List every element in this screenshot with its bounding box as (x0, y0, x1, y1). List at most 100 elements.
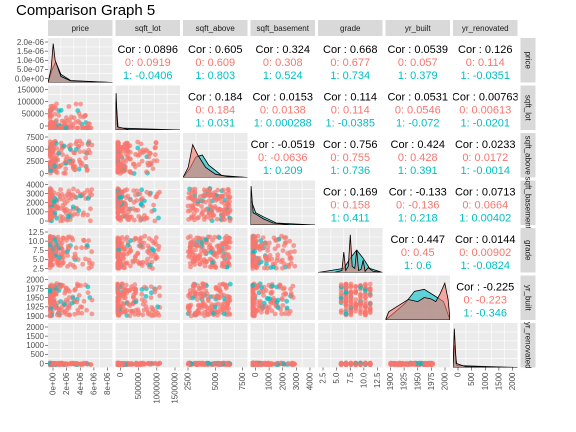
scatter-point (348, 289, 354, 295)
scatter-point (255, 245, 260, 250)
cor-group-1: 1: 0.379 (398, 70, 438, 82)
row-label-sqft_above: sqft_above (524, 136, 533, 176)
scatter-point (198, 294, 204, 300)
column-strip-sqft_basement (250, 20, 315, 36)
scatter-point (255, 361, 260, 367)
scatter-point (67, 160, 73, 166)
scatter-point (155, 304, 161, 310)
scatter-point (54, 101, 59, 107)
cor-group-0: 0: -0.223 (464, 295, 507, 307)
cor-group-1: 1: 0.6 (404, 260, 432, 272)
cor-overall: Cor : 0.424 (391, 139, 445, 151)
panel-yr_built-price (48, 275, 113, 320)
scatter-point (127, 169, 133, 175)
scatter-point (203, 237, 209, 242)
scatter-point (54, 170, 60, 176)
scatter-point (68, 360, 74, 366)
scatter-point (131, 259, 136, 265)
scatter-point (131, 217, 137, 223)
scatter-point (70, 263, 76, 268)
scatter-point (292, 361, 298, 367)
scatter-point (122, 168, 128, 174)
y-tick-label-grade: 7.5 (33, 246, 45, 255)
scatter-point (256, 303, 261, 309)
scatter-point (115, 168, 121, 174)
scatter-point (287, 309, 293, 314)
cor-group-0: 0: -0.0636 (258, 152, 308, 164)
scatter-point (87, 121, 92, 127)
scatter-point (221, 187, 226, 193)
scatter-point (153, 308, 159, 314)
scatter-point (211, 362, 216, 367)
scatter-point (338, 310, 344, 315)
scatter-point (271, 264, 276, 270)
x-tick-label-sqft_basement: 3000 (292, 372, 301, 390)
x-tick-label-sqft_basement: 4000 (306, 372, 315, 390)
scatter-point (65, 253, 70, 258)
y-tick-label-grade: 2.5 (33, 264, 45, 273)
scatter-point (115, 210, 120, 216)
scatter-point (137, 149, 143, 155)
scatter-point (71, 115, 77, 121)
scatter-point (226, 195, 232, 201)
scatter-point (216, 196, 222, 201)
scatter-point (148, 284, 154, 289)
scatter-point (358, 295, 363, 301)
scatter-point (64, 361, 69, 366)
scatter-point (224, 283, 230, 288)
scatter-point (137, 238, 143, 244)
scatter-point (75, 283, 80, 289)
scatter-point (64, 217, 70, 223)
scatter-point (136, 243, 142, 249)
scatter-point (50, 240, 56, 246)
scatter-point (86, 265, 92, 271)
scatter-point (220, 253, 226, 259)
scatter-point (270, 283, 275, 289)
scatter-point (75, 118, 81, 124)
scatter-point (82, 190, 87, 196)
scatter-point (140, 259, 146, 265)
scatter-point (60, 249, 66, 255)
x-tick-label-price: 8e+06 (103, 372, 112, 395)
scatter-point (149, 238, 155, 244)
cor-group-0: 0: 0.609 (195, 57, 235, 69)
scatter-point (48, 313, 53, 319)
y-tick-label-yr_renovated: 1000 (26, 341, 44, 350)
scatter-point (115, 143, 121, 148)
scatter-point (121, 144, 126, 150)
x-tick-label-yr_renovated: 0 (454, 372, 463, 377)
cor-group-0: 0: 0.45 (401, 247, 435, 259)
scatter-point (353, 297, 359, 302)
cor-group-0: 0: 0.114 (466, 57, 505, 69)
cor-group-0: 0: 0.00902 (459, 247, 511, 259)
cor-overall: Cor : 0.0233 (455, 139, 516, 151)
scatter-point (53, 106, 59, 111)
cor-group-1: 1: 0.218 (398, 213, 438, 225)
scatter-point (135, 145, 141, 151)
scatter-point (227, 218, 233, 224)
scatter-point (285, 360, 291, 366)
scatter-point (250, 283, 256, 288)
scatter-point (123, 261, 129, 266)
x-tick-label-sqft_above: 7500 (238, 372, 247, 390)
scatter-point (48, 168, 53, 174)
scatter-point (280, 297, 285, 302)
density-group-0 (250, 186, 315, 225)
cor-group-1: 1: 0.391 (398, 165, 438, 177)
scatter-point (186, 190, 192, 196)
scatter-point (85, 196, 91, 201)
scatter-point (280, 248, 286, 254)
scatter-point (199, 210, 205, 216)
scatter-point (343, 286, 349, 291)
scatter-point (149, 246, 155, 252)
x-tick-label-yr_built: 1900 (386, 372, 395, 390)
scatter-point (57, 285, 63, 290)
scatter-point (54, 118, 59, 123)
row-strip-sqft_lot (520, 85, 536, 130)
scatter-point (60, 215, 66, 220)
scatter-point (285, 250, 290, 256)
scatter-point (48, 265, 53, 271)
